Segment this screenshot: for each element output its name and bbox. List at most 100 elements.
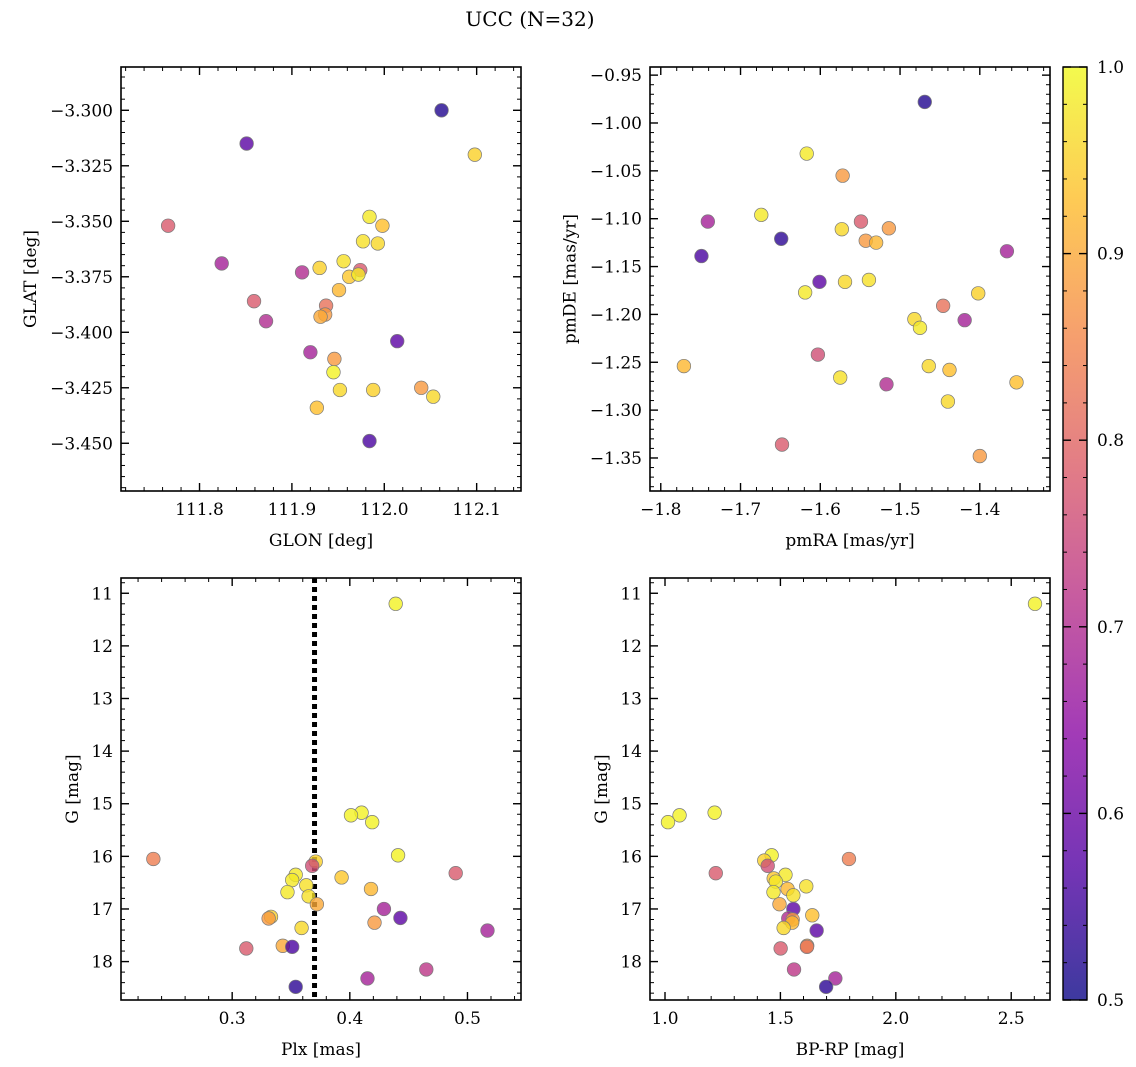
y-tick-label: −3.400 [50,323,113,343]
data-point [426,389,441,404]
data-point [971,286,986,301]
data-point [332,382,348,398]
y-tick-label: 14 [620,742,642,762]
data-point [367,915,382,930]
data-point [239,136,254,151]
data-point [313,309,328,324]
data-point [917,94,932,110]
data-point [327,351,342,367]
data-point [868,235,884,250]
data-point [480,923,495,938]
plx-g-panel: 0.3 0.4 0.5 11 12 13 14 15 16 17 18 Plx [mas] G [mag… [63,577,522,1060]
cmd-panel: 1.0 1.5 2.0 2.5 11 12 13 14 15 16 17 18 BP-RP [mag] G… [592,577,1051,1060]
data-point [818,979,834,994]
colorbar-tick-label: 0.5 [1097,991,1124,1011]
data-point [999,244,1015,259]
data-point [809,923,824,938]
y-tick-label: −3.375 [50,268,113,288]
data-point [370,236,385,251]
data-point [694,248,709,264]
data-point [841,851,857,867]
data-point [334,870,349,885]
data-point [942,362,957,378]
data-point [799,939,815,955]
data-point [309,400,324,415]
data-point [294,920,309,936]
data-point [376,901,392,917]
axes-frame [649,577,1051,1001]
y-tick-label: 12 [620,637,642,657]
y-tick-label: −1.15 [590,258,642,278]
x-axis-label: BP-RP [mag] [796,1040,905,1060]
y-tick-label: 13 [91,689,113,709]
data-point [388,596,403,611]
scatter-points [676,94,1024,464]
y-axis-label: G [mag] [592,754,612,823]
y-tick-label: −3.450 [50,434,113,454]
data-point [660,814,676,830]
y-tick-label: −1.10 [590,210,642,230]
x-tick-label: 111.8 [175,500,224,520]
glon-glat-panel: 111.8 111.9 112.0 112.1 −3.300 −3.325 −3.350 −3… [21,66,522,551]
data-point [246,294,262,309]
scatter-points [660,596,1043,994]
data-point [676,358,692,374]
y-tick-label: 17 [620,900,642,920]
figure-title: UCC (N=32) [465,7,594,31]
y-tick-label: −1.25 [590,353,642,373]
data-point [935,298,951,313]
y-tick-label: 11 [620,584,642,604]
data-point [881,221,897,236]
x-tick-label: −1.5 [879,500,920,520]
y-tick-label: 13 [620,689,642,709]
axes-frame [649,66,1051,492]
data-point [390,334,405,349]
data-point [1009,375,1024,390]
data-point [707,805,722,820]
data-point [285,872,300,888]
x-tick-label: 2.5 [998,1009,1025,1029]
data-point [700,214,715,229]
y-tick-label: 11 [91,584,113,604]
axes-frame [120,66,522,492]
data-point [336,254,351,269]
data-point [835,168,850,183]
y-axis-label: GLAT [deg] [21,230,41,328]
data-point [285,939,300,955]
data-point [940,394,956,409]
y-tick-label: −3.350 [50,212,113,232]
data-point [239,941,254,956]
data-point [861,272,877,288]
y-tick-label: −3.300 [50,101,113,121]
y-tick-label: −1.05 [590,162,642,182]
data-point [786,888,801,903]
data-point [434,103,449,118]
x-tick-label: −1.8 [640,500,681,520]
colorbar-tick-label: 0.9 [1097,245,1124,265]
colorbar-tick-label: 0.7 [1097,618,1124,638]
x-axis-label: Plx [mas] [281,1040,361,1060]
y-tick-label: 12 [91,637,113,657]
data-point [754,207,769,223]
data-point [312,260,327,276]
data-point [774,437,790,452]
data-point [810,347,826,362]
x-tick-label: −1.7 [720,500,761,520]
data-point [360,971,375,986]
data-point [261,911,276,926]
y-axis-label: G [mag] [63,754,83,823]
data-point [331,282,347,298]
data-point [837,274,853,290]
data-point [303,345,318,360]
colorbar-tick-label: 1.0 [1097,58,1124,78]
x-tick-label: 1.0 [651,1009,678,1029]
data-point [828,971,843,986]
x-tick-label: 2.0 [882,1009,909,1029]
data-point [393,910,408,926]
data-point [912,320,928,335]
colorbar: 0.5 0.6 0.7 0.8 0.9 1.0 [1062,58,1124,1011]
data-point [294,265,310,280]
scatter-points [160,103,482,449]
data-point [766,884,781,900]
